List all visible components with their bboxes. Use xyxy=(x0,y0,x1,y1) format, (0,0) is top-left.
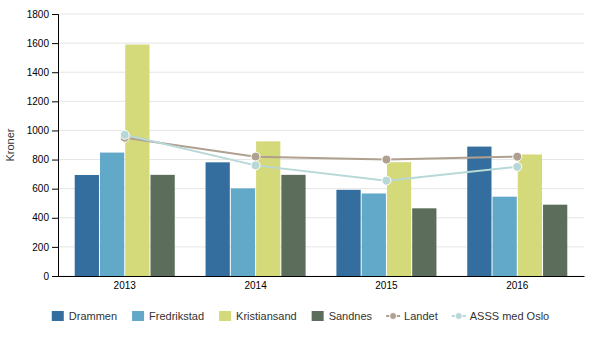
y-tick: 600 xyxy=(32,183,58,194)
y-tick-mark xyxy=(52,101,58,102)
line xyxy=(125,135,518,181)
point xyxy=(120,130,129,139)
bar xyxy=(256,141,280,276)
bar xyxy=(518,154,542,276)
point xyxy=(382,155,391,164)
bar xyxy=(467,147,491,276)
legend-swatch xyxy=(219,311,231,321)
y-tick-label: 400 xyxy=(32,212,49,223)
x-tick-label: 2014 xyxy=(244,280,267,291)
bar xyxy=(543,205,567,276)
y-tick: 1400 xyxy=(27,67,58,78)
bar xyxy=(150,175,174,276)
y-tick: 1000 xyxy=(27,125,58,136)
bar xyxy=(412,208,436,276)
point xyxy=(251,161,260,170)
bar xyxy=(100,153,124,276)
y-tick-mark xyxy=(52,130,58,131)
x-tick-label: 2015 xyxy=(375,280,398,291)
bar xyxy=(231,188,255,276)
y-tick-mark xyxy=(52,218,58,219)
point xyxy=(513,162,522,171)
legend-item: Fredrikstad xyxy=(132,310,204,322)
y-tick: 200 xyxy=(32,242,58,253)
y-tick-mark xyxy=(52,189,58,190)
legend-item: Landet xyxy=(386,310,438,322)
legend-swatch xyxy=(132,311,144,321)
x-tick: 2013 xyxy=(114,280,137,291)
plot: 0200400600800100012001400160018002013201… xyxy=(4,9,585,291)
legend-label: Sandnes xyxy=(329,310,373,322)
bar xyxy=(281,175,305,276)
legend-label: ASSS med Oslo xyxy=(470,310,549,322)
bar-series xyxy=(150,175,567,276)
line-series xyxy=(120,130,522,185)
legend-item: Sandnes xyxy=(312,310,373,322)
x-tick-label: 2016 xyxy=(506,280,529,291)
x-tick: 2016 xyxy=(506,280,529,291)
bar xyxy=(336,190,360,276)
y-tick-label: 1400 xyxy=(27,67,50,78)
grid-line xyxy=(58,43,584,44)
y-tick-mark xyxy=(52,247,58,248)
legend-swatch xyxy=(312,311,324,321)
legend-item: ASSS med Oslo xyxy=(452,310,549,322)
legend-item: Drammen xyxy=(52,310,117,322)
bar xyxy=(493,197,517,276)
x-tick-label: 2013 xyxy=(114,280,137,291)
point xyxy=(513,152,522,161)
x-tick: 2015 xyxy=(375,280,398,291)
y-tick-label: 0 xyxy=(43,271,49,282)
y-tick-label: 200 xyxy=(32,242,49,253)
legend-label: Kristiansand xyxy=(236,310,297,322)
y-tick-mark xyxy=(52,72,58,73)
point xyxy=(251,152,260,161)
y-tick-label: 600 xyxy=(32,183,49,194)
y-tick-label: 800 xyxy=(32,154,49,165)
y-tick-label: 1800 xyxy=(27,9,50,20)
legend-swatch xyxy=(52,311,64,321)
x-axis-line xyxy=(59,276,585,277)
point xyxy=(382,176,391,185)
y-tick-label: 1000 xyxy=(27,125,50,136)
y-tick: 0 xyxy=(43,271,58,282)
y-tick-mark xyxy=(52,43,58,44)
y-tick: 1800 xyxy=(27,9,58,20)
y-axis-line xyxy=(52,15,59,277)
legend-swatch xyxy=(390,313,397,320)
legend-swatch xyxy=(455,313,462,320)
x-axis: 2013 2014 2015 2016 xyxy=(59,277,585,292)
bar-series xyxy=(125,45,542,276)
legend-label: Drammen xyxy=(69,310,117,322)
marks xyxy=(75,45,568,276)
y-tick-mark xyxy=(52,14,58,15)
y-tick: 1600 xyxy=(27,38,58,49)
y-tick: 800 xyxy=(32,154,58,165)
legend: Drammen Fredrikstad Kristiansand Sandnes Lan… xyxy=(52,310,549,322)
legend-label: Landet xyxy=(404,310,438,322)
x-tick: 2014 xyxy=(244,280,267,291)
bar xyxy=(362,193,386,276)
chart: 0200400600800100012001400160018002013201… xyxy=(0,0,600,338)
y-tick-label: 1600 xyxy=(27,38,50,49)
grid xyxy=(58,14,584,276)
y-axis-title: Kroner xyxy=(4,128,16,161)
grid-line xyxy=(58,14,584,15)
y-axis: 0 200 400 600 800 1000 1200 1400 1600 1800 xyxy=(27,9,59,282)
y-tick-label: 1200 xyxy=(27,96,50,107)
bar xyxy=(125,45,149,276)
bar xyxy=(206,162,230,276)
y-tick-mark xyxy=(52,276,58,277)
legend-item: Kristiansand xyxy=(219,310,297,322)
legend-label: Fredrikstad xyxy=(149,310,204,322)
y-tick: 1200 xyxy=(27,96,58,107)
y-tick-mark xyxy=(52,160,58,161)
bar xyxy=(75,175,99,276)
y-tick: 400 xyxy=(32,212,58,223)
